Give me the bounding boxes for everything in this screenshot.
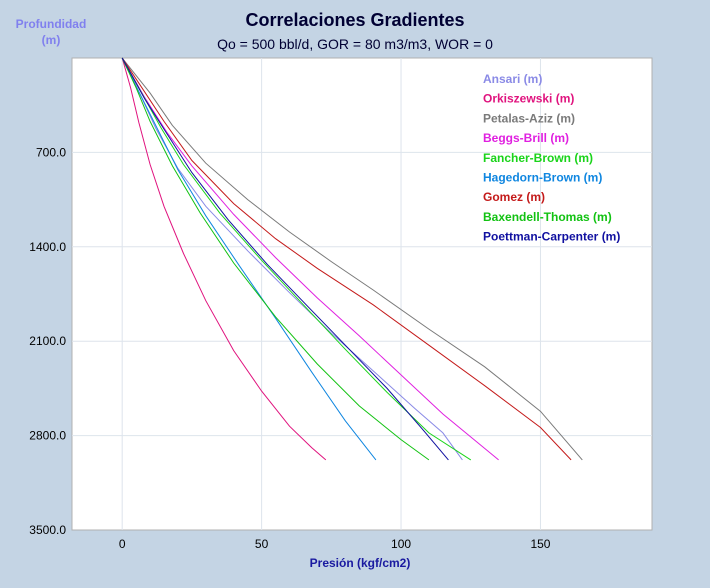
chart-title: Correlaciones Gradientes bbox=[245, 10, 465, 30]
legend-entry: Fancher-Brown (m) bbox=[483, 151, 593, 165]
x-tick-label: 0 bbox=[119, 537, 126, 551]
grid-lines bbox=[72, 58, 652, 530]
series-line bbox=[121, 57, 430, 461]
series-line bbox=[121, 57, 572, 461]
series-lines bbox=[121, 57, 583, 461]
x-tick-label: 150 bbox=[530, 537, 550, 551]
series-line bbox=[121, 57, 377, 461]
legend-entry: Poettman-Carpenter (m) bbox=[483, 230, 620, 244]
y-tick-label: 1400.0 bbox=[29, 240, 66, 254]
legend-entry: Ansari (m) bbox=[483, 72, 542, 86]
y-tick-label: 700.0 bbox=[36, 145, 66, 159]
x-tick-label: 100 bbox=[391, 537, 411, 551]
y-axis-label-line2: (m) bbox=[41, 33, 61, 47]
chart-subtitle: Qo = 500 bbl/d, GOR = 80 m3/m3, WOR = 0 bbox=[217, 36, 493, 52]
legend-entry: Baxendell-Thomas (m) bbox=[483, 210, 612, 224]
y-tick-label: 2800.0 bbox=[29, 429, 66, 443]
x-axis-ticks: 0 50 100 150 bbox=[119, 537, 551, 551]
y-axis-label-line1: Profundidad bbox=[15, 17, 87, 31]
series-line bbox=[121, 57, 472, 461]
series-line bbox=[121, 57, 449, 461]
plot-area bbox=[71, 57, 653, 531]
legend-entry: Petalas-Aziz (m) bbox=[483, 111, 575, 125]
series-line bbox=[121, 57, 583, 461]
legend-entry: Gomez (m) bbox=[483, 190, 545, 204]
y-axis-label: Profundidad (m) bbox=[8, 16, 94, 48]
y-tick-label: 3500.0 bbox=[29, 523, 66, 537]
x-axis-label: Presión (kgf/cm2) bbox=[309, 556, 411, 570]
series-line bbox=[121, 57, 327, 461]
legend-entry: Orkiszewski (m) bbox=[483, 92, 574, 106]
series-line bbox=[121, 57, 463, 461]
legend-entry: Beggs-Brill (m) bbox=[483, 131, 569, 145]
series-line bbox=[121, 57, 499, 461]
y-tick-label: 2100.0 bbox=[29, 334, 66, 348]
y-axis-ticks: 700.0 1400.0 2100.0 2800.0 3500.0 bbox=[29, 145, 66, 537]
x-tick-label: 50 bbox=[255, 537, 269, 551]
legend: Ansari (m) Orkiszewski (m) Petalas-Aziz (m… bbox=[483, 72, 620, 244]
legend-entry: Hagedorn-Brown (m) bbox=[483, 171, 602, 185]
